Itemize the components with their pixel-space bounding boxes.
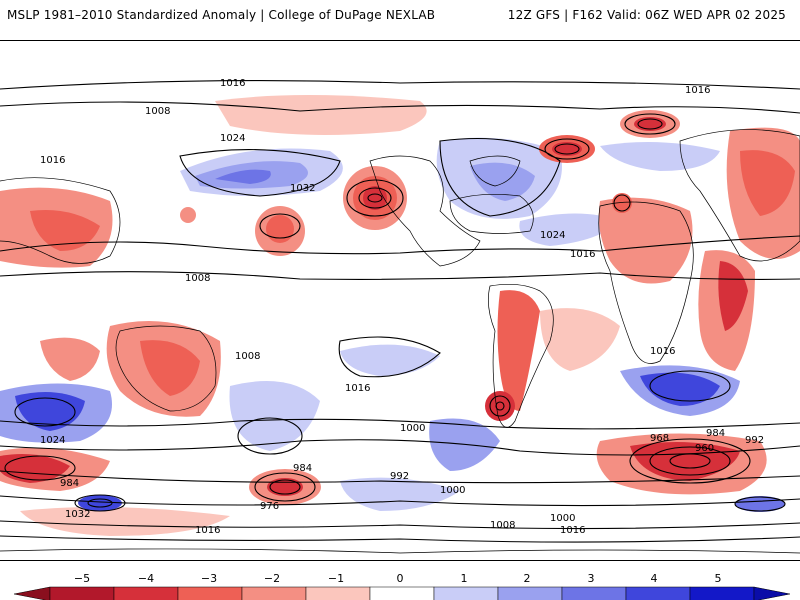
isobar-label: 1008: [145, 106, 170, 117]
isobar-label: 1024: [220, 133, 245, 144]
colorbar-tick: −2: [263, 572, 281, 585]
isobar-label: 1016: [220, 78, 245, 89]
colorbar-tick: 1: [460, 572, 468, 585]
isobar-contours: [0, 80, 800, 543]
isobar-label: 968: [650, 433, 669, 444]
run-info: 12Z GFS | F162 Valid: 06Z WED APR 02 202…: [507, 8, 786, 22]
isobar-label: 960: [695, 443, 714, 454]
isobar-label: 1016: [685, 85, 710, 96]
anomaly-map: 1016 1008 1024 1032 1016 1016 1008 1024 …: [0, 78, 800, 554]
isobar-label: 1024: [40, 435, 65, 446]
isobar-label: 1008: [490, 520, 515, 531]
isobar-label: 1016: [650, 346, 675, 357]
header: MSLP 1981–2010 Standardized Anomaly | Co…: [0, 0, 800, 30]
isobar-label: 1000: [400, 423, 425, 434]
colorbar-tick: −1: [327, 572, 345, 585]
isobar-label: 1016: [345, 383, 370, 394]
isobar-label: 976: [260, 501, 279, 512]
isobar-label: 984: [60, 478, 79, 489]
isobar-label: 992: [390, 471, 409, 482]
map-area: 1016 1008 1024 1032 1016 1016 1008 1024 …: [0, 40, 800, 561]
colorbar-tick: 3: [587, 572, 595, 585]
colorbar-tick: −5: [73, 572, 91, 585]
isobar-label: 1016: [570, 249, 595, 260]
colorbar-tick: 4: [650, 572, 658, 585]
isobar-label: 1016: [560, 525, 585, 536]
isobar-label: 1016: [195, 525, 220, 536]
colorbar: −5 −4 −3 −2 −1 0 1 2 3 4 5: [0, 570, 800, 600]
isobar-label: 984: [293, 463, 312, 474]
isobar-label: 1032: [65, 509, 90, 520]
isobar-label: 984: [706, 428, 725, 439]
isobar-labels: 1016 1008 1024 1032 1016 1016 1008 1024 …: [40, 78, 764, 536]
map-title: MSLP 1981–2010 Standardized Anomaly | Co…: [7, 8, 436, 22]
isobar-label: 1024: [540, 230, 565, 241]
isobar-label: 1032: [290, 183, 315, 194]
isobar-label: 992: [745, 435, 764, 446]
isobar-label: 1008: [185, 273, 210, 284]
colorbar-tick: 5: [714, 572, 722, 585]
coastlines: [0, 129, 800, 554]
isobar-label: 1008: [235, 351, 260, 362]
isobar-label: 1000: [550, 513, 575, 524]
colorbar-strip: [13, 586, 791, 600]
colorbar-tick: −3: [200, 572, 218, 585]
isobar-label: 1016: [40, 155, 65, 166]
isobar-label: 1000: [440, 485, 465, 496]
colorbar-tick: 2: [523, 572, 531, 585]
anomaly-shading: [0, 95, 800, 536]
colorbar-tick: −4: [137, 572, 155, 585]
colorbar-tick: 0: [396, 572, 404, 585]
